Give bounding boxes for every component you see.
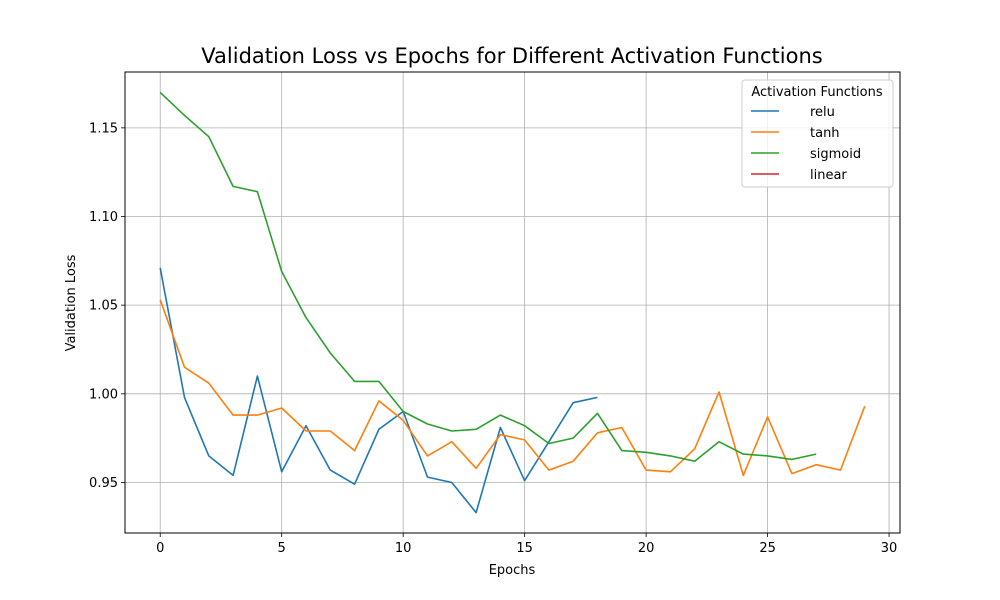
legend-box xyxy=(741,79,894,188)
legend-label-relu: relu xyxy=(810,105,835,120)
series-line-relu xyxy=(159,267,598,514)
y-tick-label: 0.95 xyxy=(89,476,118,491)
grid xyxy=(125,72,900,533)
y-tick-label: 1.05 xyxy=(89,299,118,314)
x-tick-label: 25 xyxy=(759,541,776,556)
x-tick-label: 20 xyxy=(638,541,655,556)
y-axis-title: Validation Loss xyxy=(64,254,79,351)
legend-label-sigmoid: sigmoid xyxy=(810,147,861,162)
legend-label-linear: linear xyxy=(810,168,847,183)
series-line-sigmoid xyxy=(159,91,817,463)
plot-frame xyxy=(124,71,901,534)
legend-items: relu tanh sigmoid linear xyxy=(751,105,861,183)
x-tick-label: 30 xyxy=(881,541,898,556)
series-lines xyxy=(159,91,866,514)
legend: Activation Functions relu tanh sigmoid line… xyxy=(741,79,894,188)
chart-title: Validation Loss vs Epochs for Different … xyxy=(201,44,822,68)
x-tick-label: 5 xyxy=(278,541,286,556)
y-tick-label: 1.00 xyxy=(89,387,118,402)
x-tick-label: 15 xyxy=(516,541,533,556)
y-tick-label: 1.10 xyxy=(89,210,118,225)
legend-title: Activation Functions xyxy=(751,85,883,100)
x-tick-label: 10 xyxy=(395,541,412,556)
y-tick-label: 1.15 xyxy=(89,121,118,136)
legend-label-tanh: tanh xyxy=(810,126,840,141)
x-axis-title: Epochs xyxy=(489,563,536,578)
axis-ticks: 0 5 10 15 20 25 30 0.95 1.00 1.05 1.10 1.15 xyxy=(89,121,897,556)
series-line-tanh xyxy=(159,299,866,477)
x-tick-label: 0 xyxy=(156,541,164,556)
